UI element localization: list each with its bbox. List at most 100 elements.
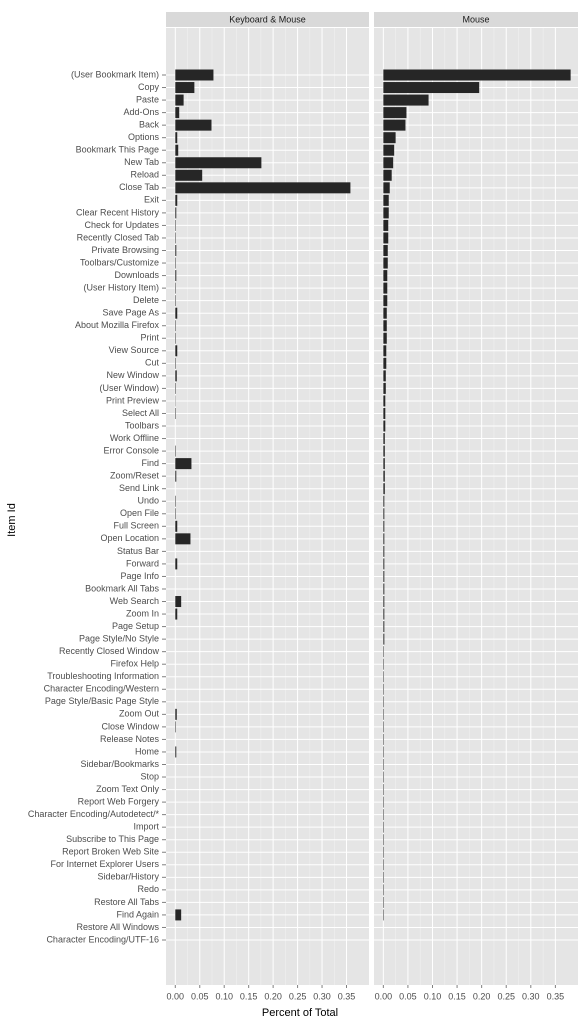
bar	[383, 633, 385, 645]
y-tick-label: Exit	[144, 195, 160, 205]
y-tick-label: Restore All Tabs	[94, 897, 159, 907]
y-tick-label: About Mozilla Firefox	[75, 320, 160, 330]
y-tick-label: Close Window	[101, 721, 159, 731]
x-tick-label: 0.20	[473, 991, 491, 1001]
y-axis-label: Item Id	[6, 503, 18, 537]
bar	[383, 282, 388, 294]
y-tick-label: (User Bookmark Item)	[71, 69, 159, 79]
bar	[383, 483, 385, 495]
bar	[383, 132, 396, 144]
bar	[383, 82, 480, 94]
bar	[383, 345, 387, 357]
bar	[383, 332, 387, 344]
bar	[175, 169, 203, 181]
bar	[175, 558, 178, 570]
y-tick-label: Home	[135, 746, 159, 756]
y-tick-label: Bookmark All Tabs	[85, 583, 159, 593]
bar	[383, 470, 385, 482]
bar	[383, 407, 386, 419]
y-tick-label: Options	[128, 132, 160, 142]
y-tick-label: Error Console	[103, 445, 159, 455]
bar	[383, 370, 386, 382]
bar	[175, 107, 180, 119]
x-tick-label: 0.25	[497, 991, 515, 1001]
x-tick-label: 0.30	[313, 991, 331, 1001]
bar	[175, 157, 262, 169]
bar	[383, 545, 385, 557]
y-tick-label: Recently Closed Tab	[77, 232, 159, 242]
y-tick-label: Sidebar/Bookmarks	[80, 759, 159, 769]
bar	[383, 596, 385, 608]
y-tick-label: Restore All Windows	[76, 922, 159, 932]
bar	[383, 169, 392, 181]
bar	[175, 270, 177, 282]
bar	[383, 357, 387, 369]
bar	[175, 596, 182, 608]
bar	[383, 533, 385, 545]
y-tick-label: Cut	[145, 358, 160, 368]
bar	[175, 470, 177, 482]
x-tick-label: 0.15	[240, 991, 258, 1001]
y-tick-label: Troubleshooting Information	[47, 671, 159, 681]
bar	[383, 445, 385, 457]
y-tick-label: Copy	[138, 82, 160, 92]
x-tick-label: 0.05	[399, 991, 417, 1001]
y-tick-label: Send Link	[119, 483, 160, 493]
bar	[175, 194, 178, 206]
bar	[175, 82, 195, 94]
bar	[383, 433, 385, 445]
y-tick-label: Character Encoding/Autodetect/*	[28, 809, 160, 819]
bar	[175, 307, 178, 319]
y-tick-label: (User History Item)	[83, 282, 159, 292]
bar	[383, 144, 395, 156]
y-tick-label: Zoom In	[126, 608, 159, 618]
y-tick-label: Check for Updates	[84, 220, 159, 230]
bar	[175, 370, 177, 382]
bar	[383, 520, 385, 532]
bar	[383, 194, 389, 206]
bar	[383, 270, 388, 282]
x-tick-label: 0.00	[167, 991, 185, 1001]
y-tick-label: (User Window)	[99, 383, 159, 393]
y-tick-label: Downloads	[114, 270, 159, 280]
y-tick-label: Recently Closed Window	[59, 646, 160, 656]
bar	[383, 583, 385, 595]
x-tick-label: 0.35	[547, 991, 565, 1001]
bar	[175, 746, 177, 758]
bar	[383, 207, 389, 219]
x-tick-label: 0.20	[264, 991, 282, 1001]
bar	[175, 94, 184, 106]
y-tick-label: Find Again	[116, 909, 159, 919]
y-tick-label: Toolbars/Customize	[80, 257, 159, 267]
bar	[383, 395, 386, 407]
bar	[383, 245, 388, 257]
bar	[383, 382, 386, 394]
x-tick-label: 0.10	[424, 991, 442, 1001]
bar	[383, 307, 387, 319]
bar	[175, 245, 177, 257]
bar	[383, 608, 385, 620]
y-tick-label: Open Location	[100, 533, 159, 543]
y-tick-label: Firefox Help	[110, 659, 159, 669]
y-tick-label: Stop	[140, 771, 159, 781]
x-tick-label: 0.10	[215, 991, 233, 1001]
strip-bg	[166, 12, 369, 27]
y-tick-label: Find	[141, 458, 159, 468]
y-tick-label: Page Setup	[112, 621, 159, 631]
bar	[383, 119, 406, 131]
y-tick-label: For Internet Explorer Users	[50, 859, 159, 869]
y-tick-label: Save Page As	[102, 308, 159, 318]
bar	[383, 232, 389, 244]
strip-label: Mouse	[462, 14, 489, 24]
y-tick-label: Close Tab	[119, 182, 159, 192]
y-tick-label: Reload	[130, 170, 159, 180]
y-tick-label: Delete	[133, 295, 159, 305]
y-tick-label: Page Style/Basic Page Style	[45, 696, 159, 706]
x-tick-label: 0.00	[375, 991, 393, 1001]
y-tick-label: Forward	[126, 558, 159, 568]
bar	[175, 520, 178, 532]
x-tick-label: 0.05	[191, 991, 209, 1001]
y-tick-label: Private Browsing	[91, 245, 159, 255]
x-axis-label: Percent of Total	[262, 1007, 338, 1019]
